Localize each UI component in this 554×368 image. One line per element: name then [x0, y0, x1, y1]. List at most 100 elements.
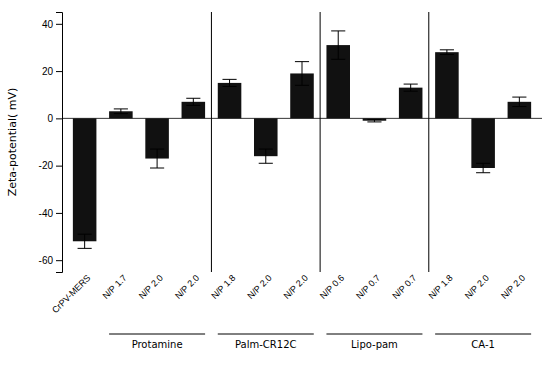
error-bar-cap: [259, 149, 273, 150]
group-bracket: [326, 334, 422, 335]
error-bar-cap: [367, 121, 381, 122]
error-bar-cap: [440, 54, 454, 55]
y-tick: -20: [39, 160, 62, 171]
bar: [73, 118, 97, 241]
error-bar-cap: [114, 113, 128, 114]
error-bar-cap: [259, 163, 273, 164]
x-tick: N/P 2.0: [245, 273, 273, 301]
y-axis-title: Zeta-potential( mV): [6, 88, 19, 197]
x-tick: N/P 1.7: [101, 273, 129, 301]
x-tick: N/P 0.6: [318, 273, 346, 301]
error-bar-stem: [229, 79, 230, 86]
error-bar-cap: [78, 234, 92, 235]
error-bar-stem: [302, 62, 303, 86]
error-bar-cap: [78, 248, 92, 249]
error-bar-cap: [476, 172, 490, 173]
error-bar-cap: [186, 98, 200, 99]
y-tick-label: 40: [42, 19, 54, 30]
x-tick: N/P 0.7: [354, 273, 382, 301]
x-tick-label: N/P 2.0: [282, 273, 310, 301]
y-tick: -40: [39, 208, 62, 219]
y-tick-label: -20: [39, 160, 54, 171]
error-bar: [440, 50, 454, 55]
x-tick: N/P 2.0: [463, 273, 491, 301]
y-tick: 20: [42, 66, 62, 77]
error-bar-cap: [331, 59, 345, 60]
y-tick-mark: [56, 213, 62, 214]
error-bar-stem: [84, 234, 85, 248]
group-label: Protamine: [132, 339, 183, 350]
error-bar: [512, 97, 526, 106]
group-divider: [320, 12, 321, 272]
x-tick: N/P 2.0: [173, 273, 201, 301]
error-bar: [259, 149, 273, 163]
group-divider: [428, 12, 429, 272]
error-bar-stem: [157, 149, 158, 168]
bar: [435, 52, 459, 118]
error-bar-cap: [367, 119, 381, 120]
group-label: Lipo-pam: [351, 339, 398, 350]
x-tick-label: N/P 0.7: [354, 273, 382, 301]
y-tick: 0: [47, 113, 62, 124]
x-tick-label: N/P 1.8: [209, 273, 237, 301]
error-bar: [367, 120, 381, 122]
error-bar: [295, 62, 309, 86]
plot-area: -60 -40 -20 0 20 40 CrPV-MERS N/P 1.7 N/P 2.0 N/P…: [39, 12, 542, 350]
x-tick: N/P 1.8: [427, 273, 455, 301]
marks: [62, 31, 542, 248]
x-tick-label: N/P 1.8: [427, 273, 455, 301]
error-bar-cap: [295, 85, 309, 86]
x-tick-label: N/P 2.0: [499, 273, 527, 301]
error-bar: [404, 84, 418, 91]
error-bar: [222, 79, 236, 86]
error-bar: [78, 234, 92, 248]
error-bar-stem: [120, 109, 121, 114]
y-tick-mark: [56, 71, 62, 72]
x-tick-label: N/P 2.0: [463, 273, 491, 301]
error-bar-cap: [222, 79, 236, 80]
y-tick-label: 0: [47, 113, 53, 124]
y-tick: -60: [39, 255, 62, 266]
error-bar: [476, 163, 490, 172]
x-tick-label: CrPV-MERS: [50, 273, 92, 315]
x-tick: N/P 0.7: [390, 273, 418, 301]
y-tick-label: -40: [39, 208, 54, 219]
y-tick-mark: [56, 260, 62, 261]
group-bracket: [435, 334, 531, 335]
group-bracket: [109, 334, 205, 335]
y-tick-mark: [56, 24, 62, 25]
error-bar-cap: [114, 108, 128, 109]
error-bar-cap: [150, 168, 164, 169]
x-axis: CrPV-MERS N/P 1.7 N/P 2.0 N/P 2.0 N/P 1.8 N/P…: [50, 273, 527, 315]
error-bar-cap: [476, 163, 490, 164]
error-bar-cap: [404, 91, 418, 92]
error-bar: [331, 31, 345, 59]
x-tick-label: N/P 2.0: [173, 273, 201, 301]
error-bar-cap: [440, 49, 454, 50]
chart: -60 -40 -20 0 20 40 CrPV-MERS N/P 1.7 N/P 2.0 N/P…: [0, 0, 554, 368]
bar: [471, 118, 495, 168]
x-tick: N/P 2.0: [137, 273, 165, 301]
x-tick-label: N/P 2.0: [137, 273, 165, 301]
group-label: CA-1: [471, 339, 495, 350]
y-tick-mark: [56, 166, 62, 167]
x-tick: CrPV-MERS: [50, 273, 92, 315]
error-bar: [186, 98, 200, 105]
error-bar-cap: [331, 30, 345, 31]
bar: [399, 88, 423, 119]
error-bar-stem: [265, 149, 266, 163]
y-tick-label: -60: [39, 255, 54, 266]
x-tick: N/P 1.8: [209, 273, 237, 301]
error-bar: [114, 109, 128, 114]
error-bar-cap: [512, 106, 526, 107]
error-bar-cap: [150, 149, 164, 150]
error-bar-cap: [404, 84, 418, 85]
error-bar-cap: [186, 105, 200, 106]
x-tick-label: N/P 1.7: [101, 273, 129, 301]
error-bar-stem: [483, 163, 484, 172]
error-bar-stem: [338, 31, 339, 59]
error-bar-cap: [222, 86, 236, 87]
bar: [218, 83, 242, 118]
error-bar-stem: [519, 97, 520, 106]
group-label: Palm-CR12C: [235, 339, 296, 350]
